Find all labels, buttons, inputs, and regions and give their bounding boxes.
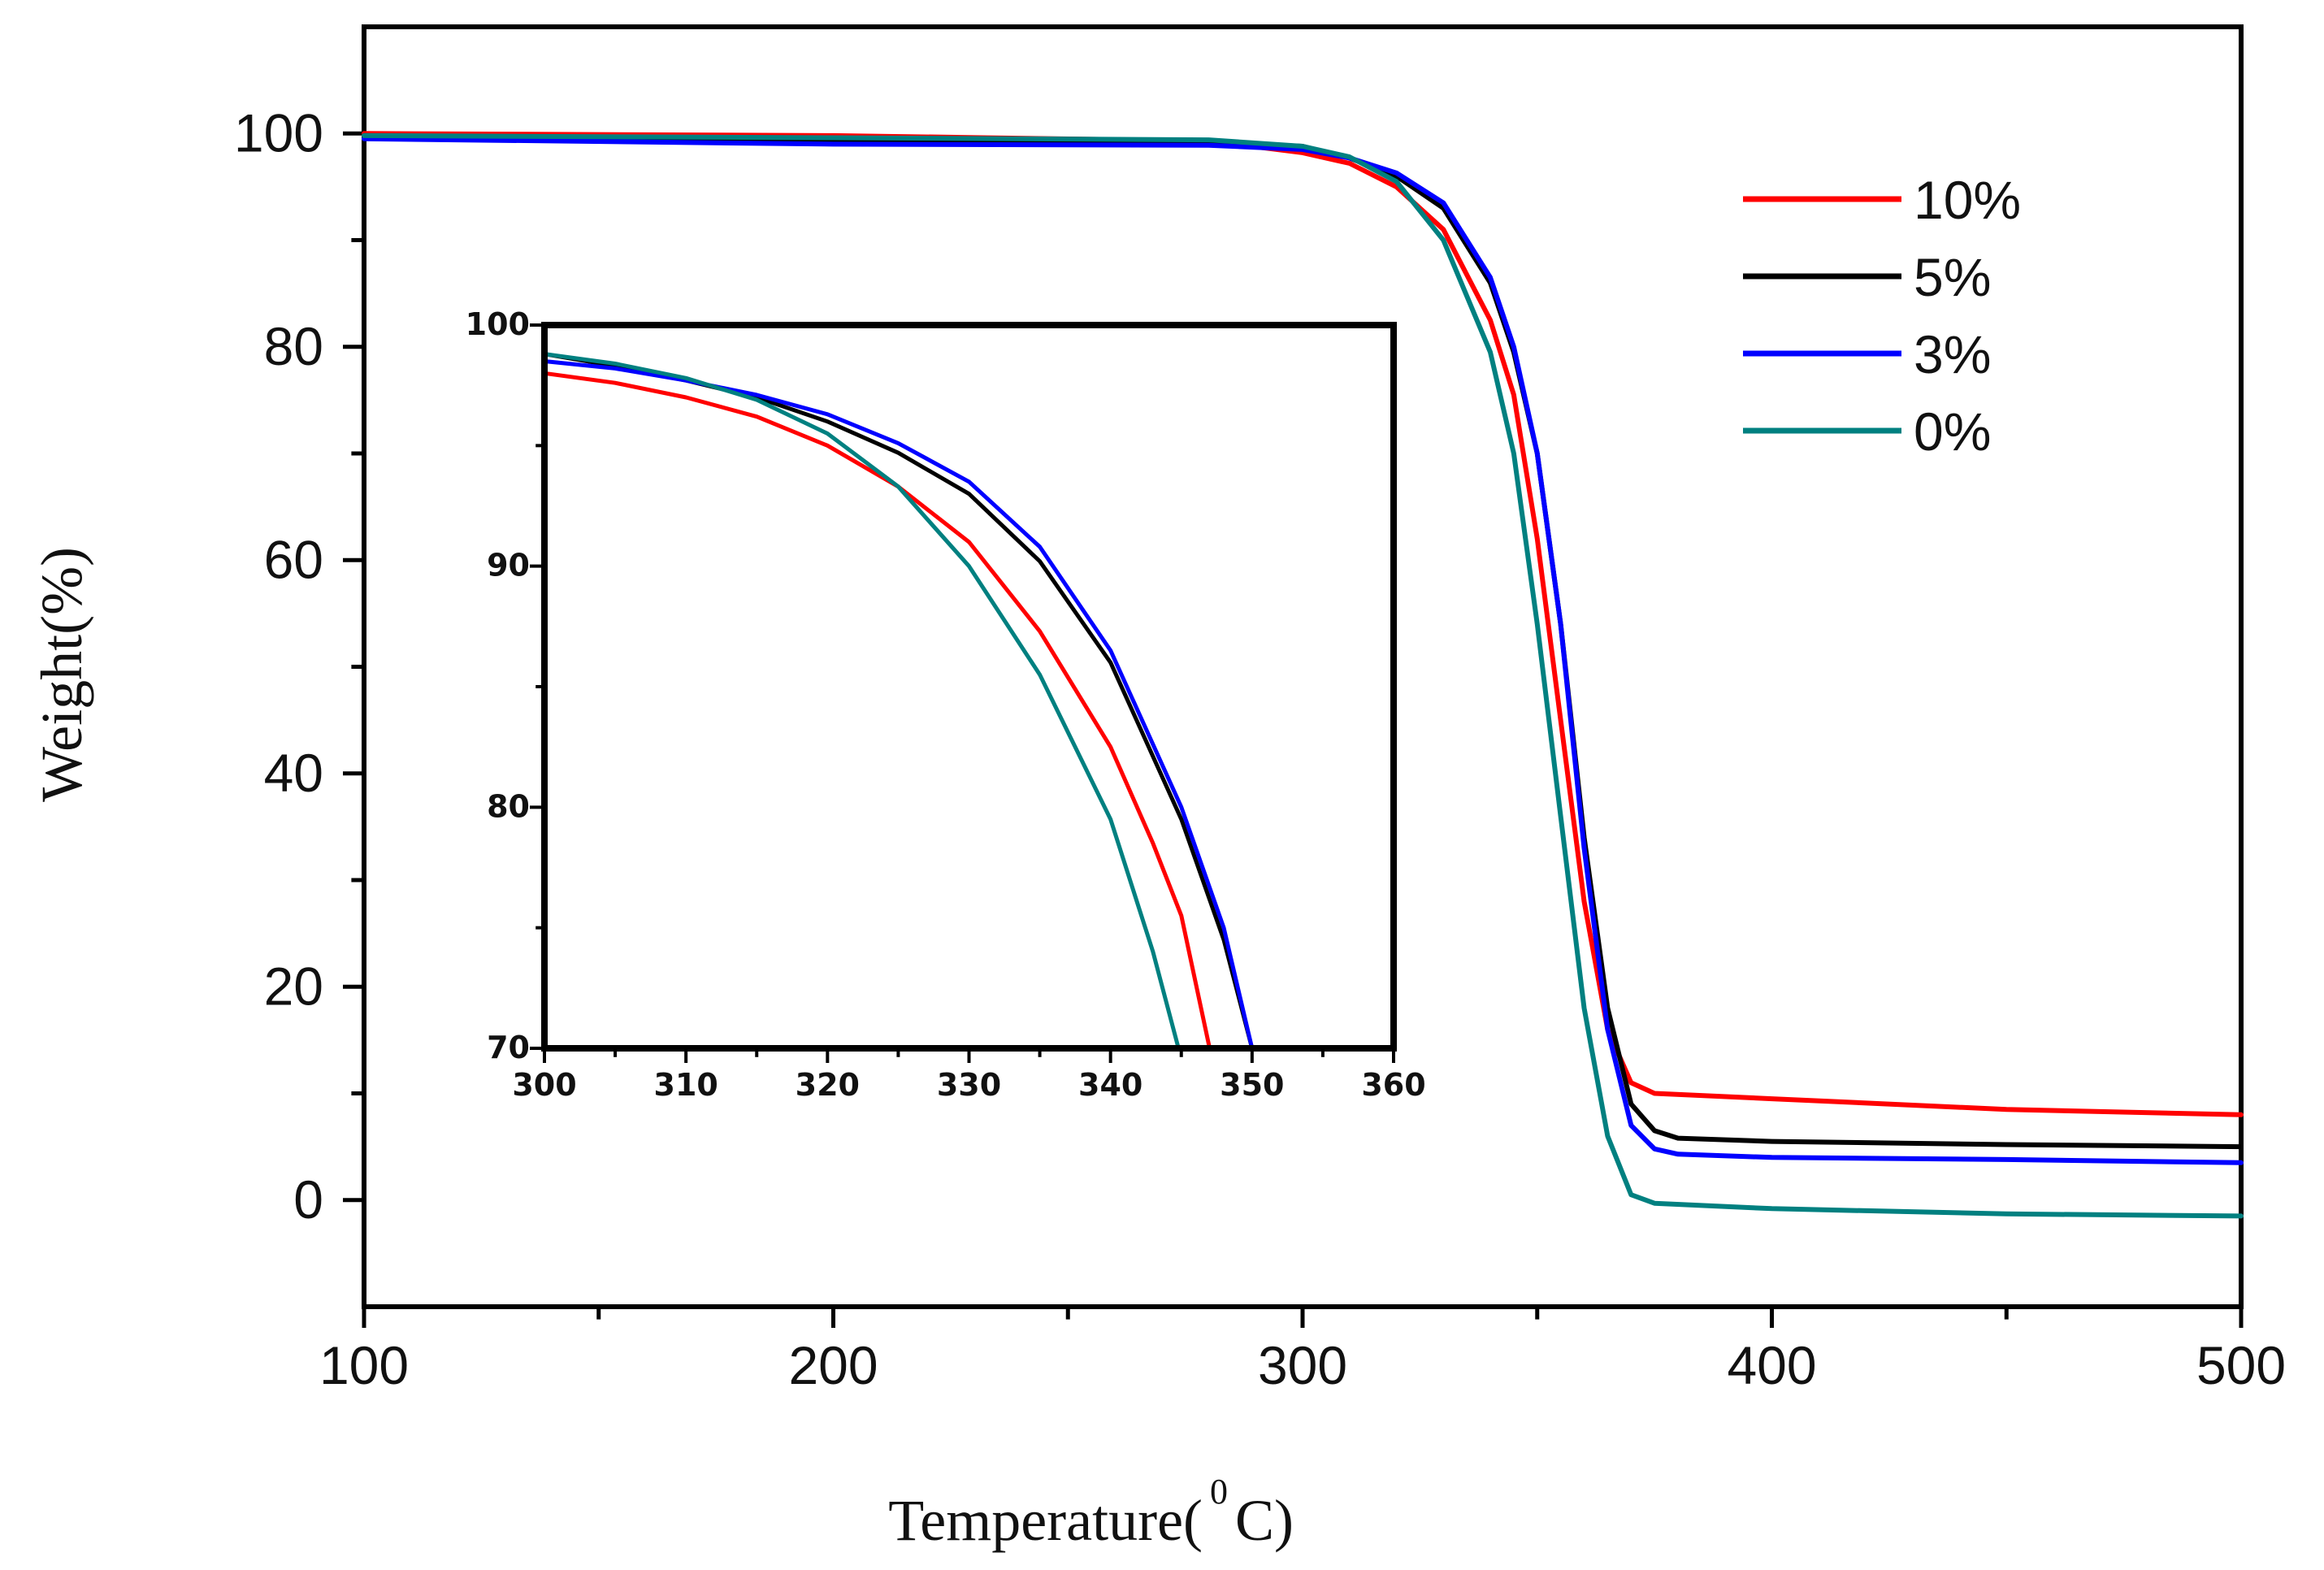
main-x-tick-label: 400 (1727, 1335, 1816, 1395)
y-axis-title: Weight(%) (29, 547, 94, 802)
main-x-tick-label: 500 (2196, 1335, 2286, 1395)
inset-x-tick-label: 340 (1078, 1067, 1142, 1103)
legend-label-0pct: 0% (1914, 401, 1991, 462)
main-plot: 100 200 300 400 500 0 20 40 60 80 100 (234, 24, 2286, 1395)
x-axis-title-superscript: 0 (1210, 1472, 1228, 1511)
inset-x-tick-label: 350 (1220, 1067, 1284, 1103)
main-x-tick-label: 100 (319, 1335, 409, 1395)
main-y-tick-label: 0 (293, 1169, 323, 1230)
inset-x-tick-label: 320 (796, 1067, 860, 1103)
main-y-tick-label: 60 (264, 529, 323, 589)
main-series-lines (362, 131, 2244, 1219)
main-y-tick-label: 100 (234, 102, 323, 163)
inset-x-tick-label: 360 (1361, 1067, 1425, 1103)
main-y-tick-label: 80 (264, 316, 323, 376)
inset-plot: 300 310 320 330 340 350 360 70 80 90 100 (466, 306, 1426, 1103)
inset-series-10pct (542, 371, 1212, 1051)
main-series-0pct (362, 132, 2244, 1219)
x-axis-title: Temperature( (888, 1488, 1203, 1553)
inset-y-tick-label: 80 (487, 788, 530, 824)
main-x-tick-label: 300 (1258, 1335, 1347, 1395)
main-y-tick-label: 20 (264, 956, 323, 1016)
main-series-3pct (362, 136, 2244, 1165)
inset-series-lines (542, 352, 1255, 1051)
inset-x-tick-label: 330 (937, 1067, 1001, 1103)
inset-x-tick-label: 310 (654, 1067, 718, 1103)
inset-y-tick-label: 100 (466, 306, 530, 342)
x-axis-title-end: C) (1235, 1488, 1294, 1553)
inset-plot-background (544, 325, 1394, 1048)
legend: 10% 5% 3% 0% (1743, 170, 2021, 462)
inset-y-tick-label: 90 (487, 548, 530, 583)
main-y-tick-label: 40 (264, 743, 323, 803)
inset-y-tick-label: 70 (487, 1030, 530, 1065)
x-axis-title-main: Temperature( (888, 1488, 1203, 1553)
inset-series-0pct (542, 352, 1181, 1051)
inset-x-tick-label: 300 (512, 1067, 576, 1103)
inset-axis-ticks: 300 310 320 330 340 350 360 70 80 90 100 (466, 306, 1426, 1103)
legend-label-3pct: 3% (1914, 324, 1991, 384)
inset-series-3pct (542, 359, 1255, 1051)
main-x-tick-label: 200 (788, 1335, 878, 1395)
legend-label-10pct: 10% (1914, 170, 2021, 230)
legend-label-5pct: 5% (1914, 247, 1991, 307)
main-axis-ticks: 100 200 300 400 500 0 20 40 60 80 100 (234, 102, 2286, 1395)
